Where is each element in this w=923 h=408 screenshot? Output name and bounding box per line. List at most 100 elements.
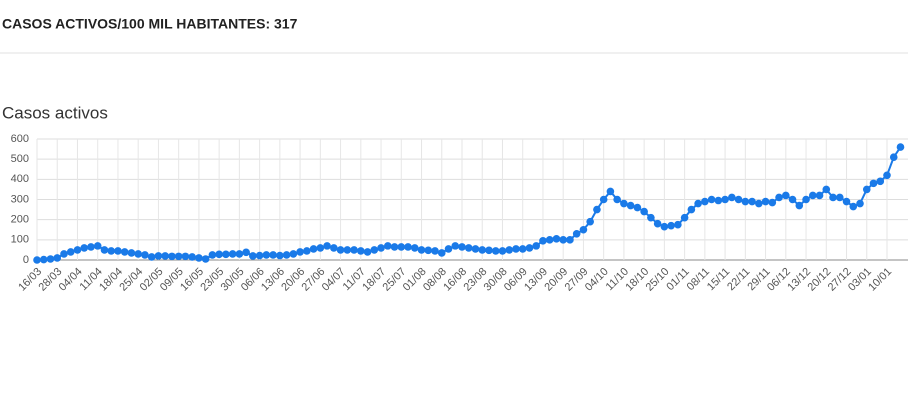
point [755, 199, 763, 208]
point [667, 221, 675, 230]
point [539, 237, 547, 245]
point [552, 235, 561, 243]
point [782, 191, 790, 200]
point [168, 252, 176, 261]
y-tick-label: 400 [11, 173, 29, 185]
point [815, 191, 824, 200]
point [572, 229, 581, 238]
point [606, 187, 615, 196]
y-tick-label: 300 [11, 193, 29, 205]
point [242, 248, 250, 257]
point [734, 195, 743, 204]
point [107, 247, 116, 255]
y-tick-label: 500 [11, 153, 29, 165]
point [835, 193, 844, 202]
point [640, 207, 648, 216]
point [532, 242, 541, 250]
point [93, 242, 102, 250]
point [680, 213, 689, 222]
point [181, 252, 190, 261]
point [883, 171, 891, 180]
point [127, 249, 136, 257]
point [788, 195, 797, 204]
point [303, 247, 311, 255]
point [188, 253, 196, 261]
point [876, 177, 885, 186]
point [856, 199, 864, 208]
chart-title: Casos activos [2, 103, 108, 122]
point [276, 251, 284, 260]
point [620, 199, 628, 208]
point [350, 246, 358, 254]
point [869, 179, 878, 188]
point [431, 247, 439, 255]
y-tick-label: 100 [11, 234, 29, 246]
x-tick-label: 04/07 [320, 266, 348, 294]
point [282, 251, 291, 259]
point [269, 251, 277, 259]
point [323, 242, 331, 250]
point [647, 213, 655, 222]
point [471, 245, 480, 253]
point [330, 244, 338, 252]
point [721, 195, 729, 204]
point [228, 250, 237, 258]
point [73, 246, 82, 254]
y-tick-label: 0 [23, 254, 29, 266]
point [849, 202, 858, 211]
point [842, 197, 851, 206]
point [370, 246, 379, 254]
point [289, 250, 298, 258]
point [741, 197, 750, 206]
point [701, 197, 709, 206]
point [397, 243, 406, 251]
point [674, 220, 682, 229]
x-tick-label: 10/01 [866, 266, 894, 294]
point [566, 236, 574, 244]
point [87, 243, 95, 251]
point [829, 193, 837, 202]
point [802, 195, 810, 204]
point [728, 193, 736, 202]
point [33, 256, 41, 264]
point [357, 247, 365, 255]
point [100, 246, 109, 254]
point [154, 252, 163, 260]
point [404, 243, 412, 251]
point [201, 255, 210, 263]
point [410, 244, 419, 252]
point [653, 219, 662, 228]
point [707, 195, 716, 204]
point [896, 143, 905, 151]
point [60, 250, 68, 258]
point [633, 203, 642, 212]
point [262, 251, 271, 259]
point [498, 247, 507, 255]
x-tick-label: 25/10 [644, 266, 672, 294]
point [491, 247, 500, 255]
point [545, 236, 554, 244]
point [296, 248, 304, 256]
point [579, 225, 588, 234]
point [761, 197, 770, 206]
point [377, 244, 385, 252]
point [46, 255, 55, 263]
point [417, 246, 426, 254]
point [451, 242, 460, 250]
point [586, 217, 594, 226]
point [215, 250, 223, 259]
point [222, 250, 230, 259]
y-tick-label: 600 [11, 133, 29, 145]
point [599, 195, 608, 204]
point [208, 251, 217, 259]
point [478, 246, 487, 254]
point [249, 252, 257, 260]
point [862, 185, 871, 194]
point [714, 196, 723, 205]
point [808, 191, 817, 200]
point [235, 250, 244, 258]
point [66, 248, 75, 256]
point [80, 244, 89, 252]
point [114, 247, 122, 255]
